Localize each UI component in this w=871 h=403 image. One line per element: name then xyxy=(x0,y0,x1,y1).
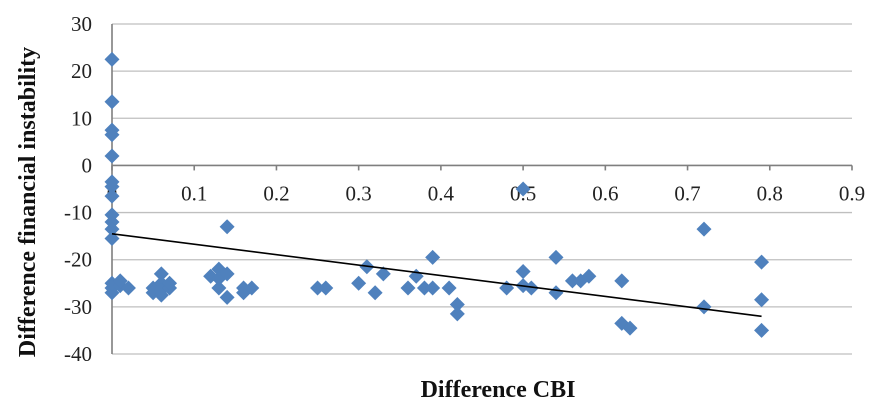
x-tick-labels: 00.10.20.30.40.50.60.70.80.9 xyxy=(107,181,865,205)
data-point xyxy=(425,249,441,265)
data-point xyxy=(754,322,770,338)
trendline xyxy=(111,232,762,318)
y-tick-label: 30 xyxy=(71,12,92,36)
x-axis-title: Difference CBI xyxy=(421,377,576,403)
data-point xyxy=(425,280,441,296)
data-point xyxy=(310,280,326,296)
data-point xyxy=(318,280,334,296)
data-point xyxy=(104,285,120,301)
y-tick-label: 0 xyxy=(82,153,93,177)
x-tick-label: 0.8 xyxy=(757,181,783,205)
data-point xyxy=(104,221,120,237)
data-point xyxy=(400,280,416,296)
y-axis-title: Difference financial instability xyxy=(15,47,41,357)
x-tick-label: 0.1 xyxy=(181,181,207,205)
data-point xyxy=(219,289,235,305)
gridlines xyxy=(112,23,852,355)
data-point xyxy=(441,280,457,296)
y-tick-label: -10 xyxy=(64,201,92,225)
data-point xyxy=(449,306,465,322)
x-tick-label: 0.7 xyxy=(674,181,700,205)
data-point xyxy=(367,285,383,301)
data-point xyxy=(120,280,136,296)
y-tick-label: -20 xyxy=(64,248,92,272)
data-points xyxy=(104,51,770,338)
x-tick-label: 0.9 xyxy=(839,181,865,205)
data-point xyxy=(754,254,770,270)
data-point xyxy=(515,181,531,197)
data-point xyxy=(548,285,564,301)
data-point xyxy=(244,280,260,296)
data-point xyxy=(351,275,367,291)
x-tick-label: 0.6 xyxy=(592,181,618,205)
x-tick-label: 0.3 xyxy=(346,181,372,205)
data-point xyxy=(112,273,128,289)
data-point xyxy=(622,320,638,336)
data-point xyxy=(104,127,120,143)
y-tick-label: -30 xyxy=(64,295,92,319)
y-tick-label: 10 xyxy=(71,106,92,130)
x-tick-label: 0.2 xyxy=(263,181,289,205)
data-point xyxy=(416,280,432,296)
data-point xyxy=(104,94,120,110)
data-point xyxy=(548,249,564,265)
data-point xyxy=(162,275,178,291)
data-point xyxy=(614,273,630,289)
data-point xyxy=(696,299,712,315)
data-point xyxy=(153,266,169,282)
data-point xyxy=(499,280,515,296)
x-tick-label: 0.4 xyxy=(428,181,455,205)
data-point xyxy=(104,179,120,195)
y-tick-label: -40 xyxy=(64,342,92,366)
trendline-layer xyxy=(111,232,762,318)
data-point xyxy=(104,188,120,204)
data-point xyxy=(104,148,120,164)
axes xyxy=(111,24,853,354)
data-point xyxy=(564,273,580,289)
data-point xyxy=(523,280,539,296)
data-point xyxy=(104,51,120,67)
data-point xyxy=(581,268,597,284)
data-point xyxy=(375,266,391,282)
data-point xyxy=(754,292,770,308)
data-point xyxy=(696,221,712,237)
data-point xyxy=(219,219,235,235)
data-point xyxy=(211,280,227,296)
data-point xyxy=(219,266,235,282)
data-point xyxy=(515,264,531,279)
data-point xyxy=(449,297,465,312)
data-point xyxy=(104,231,120,246)
y-tick-label: 20 xyxy=(71,59,92,83)
y-tick-labels: 30 20 10 0 -10 -20 -30 -40 xyxy=(64,12,92,366)
